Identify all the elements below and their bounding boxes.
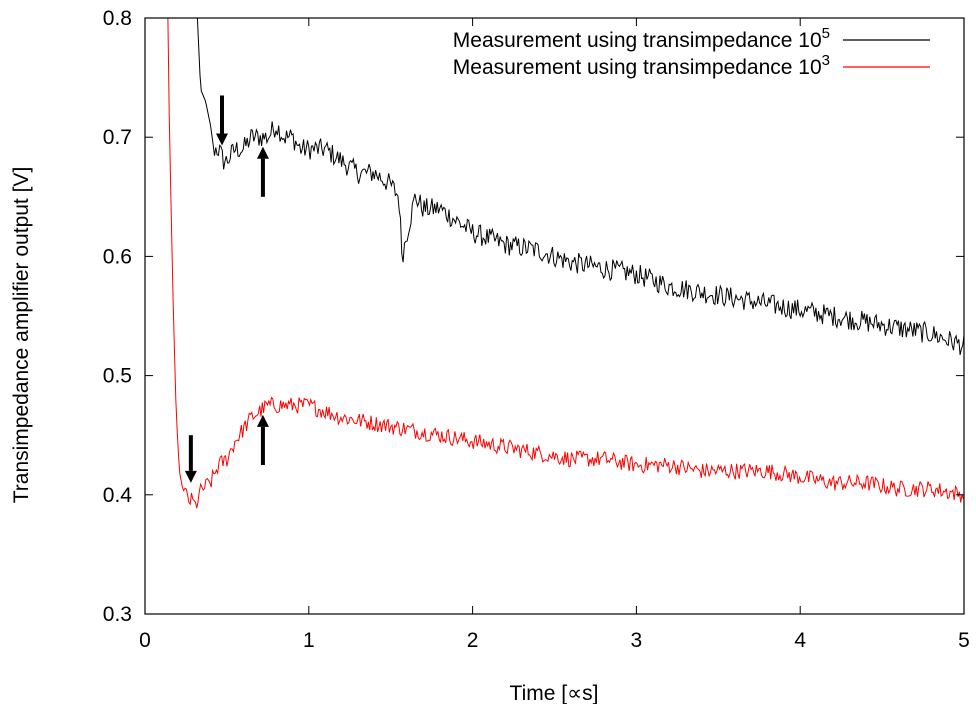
- legend-item: Measurement using transimpedance 105: [453, 25, 930, 52]
- arrow-down-icon: [184, 435, 197, 483]
- x-tick-label: 5: [958, 629, 970, 652]
- arrow-down-icon: [215, 95, 228, 146]
- annotations: [184, 95, 269, 483]
- series-line: [167, 18, 964, 509]
- x-tick-label: 4: [794, 629, 806, 652]
- ticks: 0 1 2 3 4 5 0.3 0.4 0.5 0.6 0.7 0.8: [103, 7, 970, 652]
- y-tick-label: 0.7: [103, 126, 132, 149]
- arrow-up-icon: [256, 146, 269, 197]
- y-tick-label: 0.5: [103, 365, 132, 388]
- y-axis-title: Transimpedance amplifier output [V]: [10, 167, 33, 504]
- x-tick-label: 2: [467, 629, 479, 652]
- arrow-up-icon: [256, 414, 269, 465]
- x-tick-label: 1: [303, 629, 315, 652]
- x-tick-label: 3: [631, 629, 643, 652]
- series-line: [196, 18, 964, 356]
- y-tick-label: 0.4: [103, 484, 133, 507]
- legend-label: Measurement using transimpedance 103: [453, 52, 830, 79]
- legend-label: Measurement using transimpedance 105: [453, 25, 830, 52]
- legend: Measurement using transimpedance 105Meas…: [453, 25, 930, 79]
- y-tick-label: 0.8: [103, 7, 132, 30]
- legend-item: Measurement using transimpedance 103: [453, 52, 930, 79]
- y-tick-label: 0.6: [103, 245, 132, 268]
- x-tick-label: 0: [139, 629, 151, 652]
- y-tick-label: 0.3: [103, 603, 132, 626]
- x-axis-title: Time [∝s]: [510, 682, 599, 704]
- plot-content: [167, 18, 964, 509]
- plot-frame: [144, 17, 965, 615]
